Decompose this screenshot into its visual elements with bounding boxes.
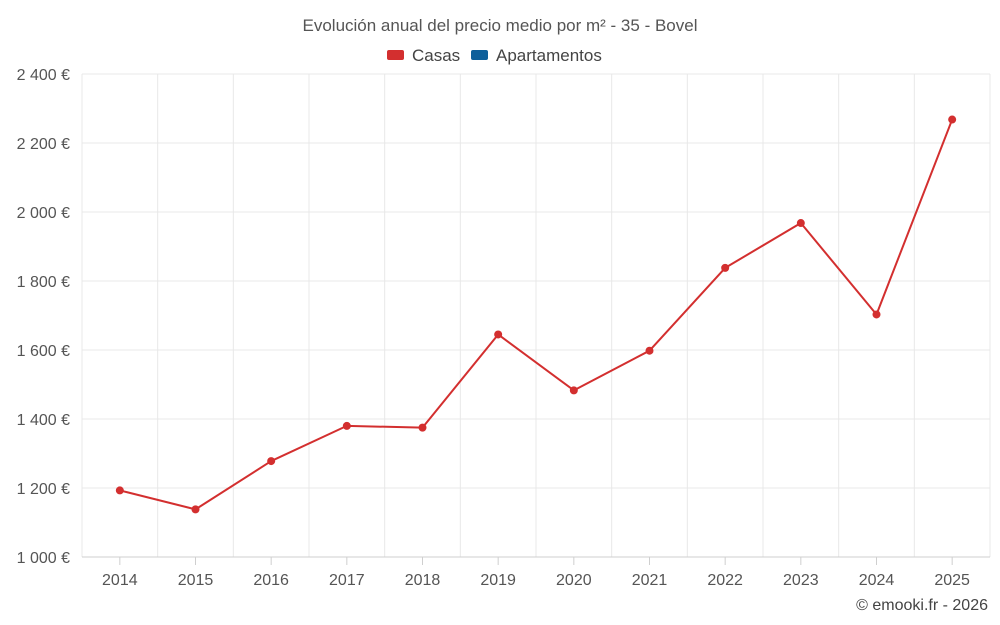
x-tick-label: 2021 [632,572,668,589]
legend-swatch-casas [387,50,404,60]
data-point[interactable] [645,346,654,355]
legend-item-apartamentos[interactable]: Apartamentos [471,46,602,65]
x-tick-label: 2025 [934,572,970,589]
x-tick-label: 2022 [707,572,743,589]
legend-item-casas[interactable]: Casas [387,46,460,65]
y-tick-label: 1 400 € [17,412,70,429]
x-axis-ticks: 2014 2015 2016 2017 2018 2019 2020 2021 2022 2023… [102,557,970,589]
data-point[interactable] [948,115,957,124]
series-line-casas [119,119,954,511]
x-tick-label: 2024 [859,572,895,589]
y-tick-label: 2 400 € [17,67,70,84]
data-point[interactable] [872,310,881,319]
y-tick-label: 1 600 € [17,343,70,360]
data-point[interactable] [494,330,503,339]
data-point[interactable] [115,486,124,495]
data-point[interactable] [267,457,276,466]
credit-text: © emooki.fr - 2026 [856,597,988,614]
x-tick-label: 2015 [178,572,214,589]
y-tick-label: 2 200 € [17,136,70,153]
data-point[interactable] [721,263,730,272]
legend: Casas Apartamentos [387,46,602,65]
data-point[interactable] [569,386,578,395]
legend-swatch-apartamentos [471,50,488,60]
y-tick-label: 1 800 € [17,274,70,291]
x-tick-label: 2023 [783,572,819,589]
data-point[interactable] [418,423,427,432]
y-tick-label: 1 000 € [17,550,70,567]
legend-label-apartamentos: Apartamentos [496,46,602,65]
x-tick-label: 2019 [480,572,516,589]
chart-title: Evolución anual del precio medio por m² … [303,16,698,35]
y-axis-ticks: 1 000 € 1 200 € 1 400 € 1 600 € 1 800 € 2 000… [17,67,70,567]
y-tick-label: 1 200 € [17,481,70,498]
x-tick-label: 2016 [253,572,289,589]
data-point[interactable] [191,505,200,514]
x-tick-label: 2018 [405,572,441,589]
data-point[interactable] [342,421,351,430]
x-tick-label: 2017 [329,572,365,589]
x-tick-label: 2014 [102,572,138,589]
series-casas [115,115,957,514]
grid-lines [81,73,991,557]
y-tick-label: 2 000 € [17,205,70,222]
legend-label-casas: Casas [412,46,460,65]
data-point[interactable] [796,219,805,228]
x-tick-label: 2020 [556,572,592,589]
